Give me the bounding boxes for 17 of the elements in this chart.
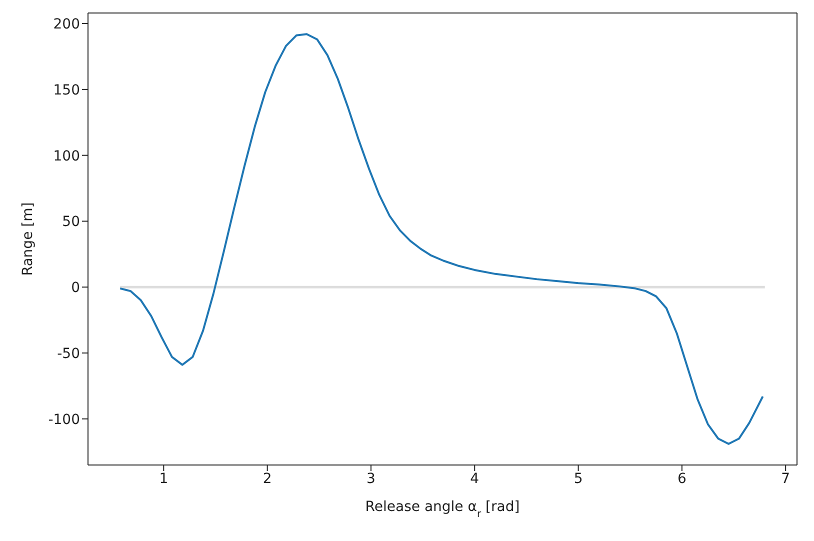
y-tick-label: -100 [48,412,80,428]
x-tick-label: 3 [366,470,376,487]
x-tick-label: 6 [677,470,686,487]
y-tick-label: 150 [53,82,80,98]
y-tick-label: -50 [57,346,80,362]
x-tick-label: 4 [470,470,480,487]
x-axis-title: Release angle α$_{r}$ [rad] [365,499,520,520]
y-tick-label: 200 [53,16,80,33]
x-tick-label: 5 [574,470,583,487]
x-tick-label: 2 [262,470,272,487]
y-axis-title: Range [m] [20,202,36,276]
line-series [119,33,764,445]
y-tick-label: 100 [53,148,80,164]
y-tick-label: 50 [62,214,80,230]
x-tick-label: 1 [159,470,168,487]
x-tick-label: 7 [781,470,790,487]
y-tick-label: 0 [71,280,80,296]
